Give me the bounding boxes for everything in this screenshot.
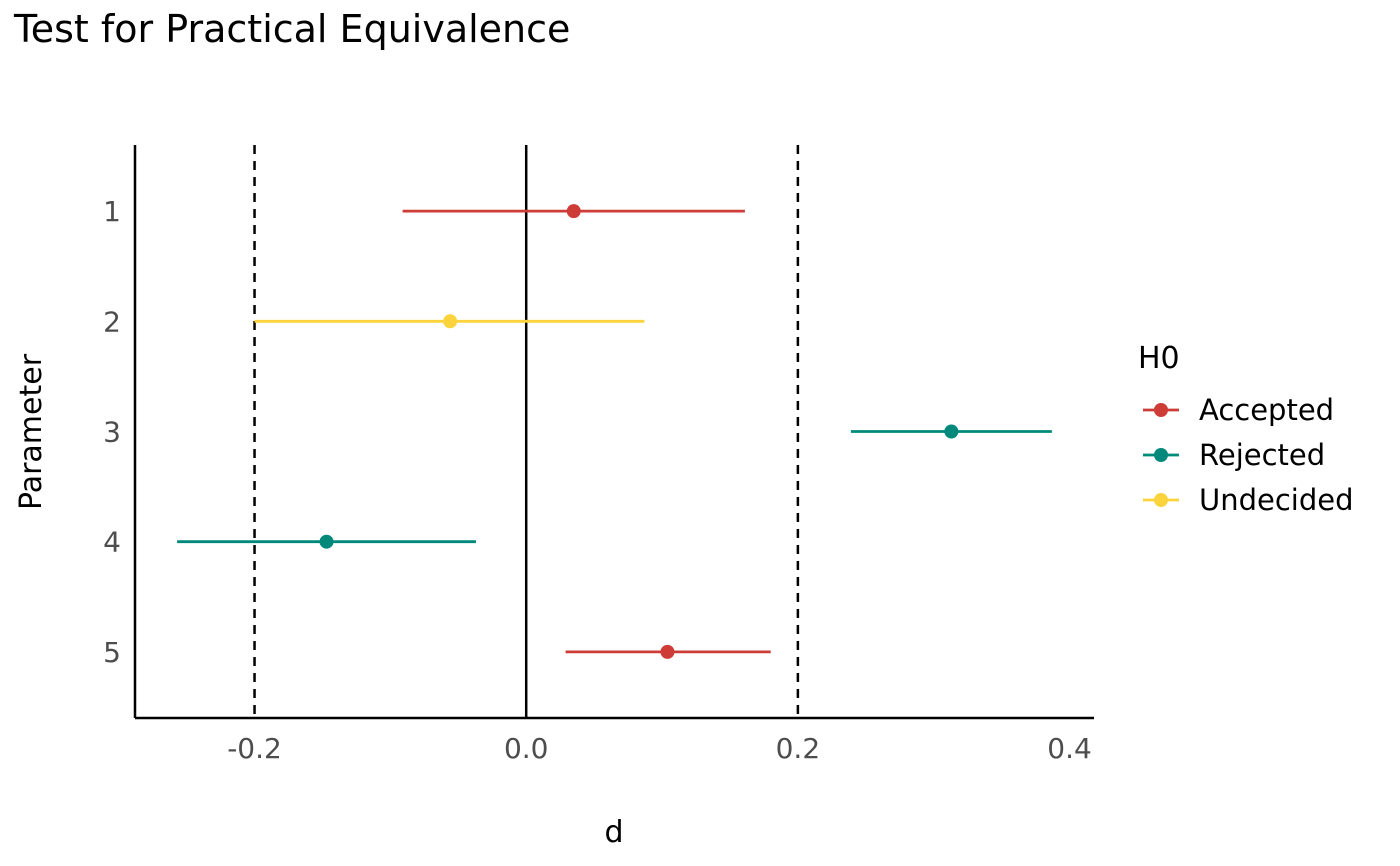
legend-item-label: Rejected: [1199, 438, 1325, 472]
y-tick-label: 2: [103, 305, 121, 338]
y-tick-label: 4: [103, 526, 121, 559]
x-tick-label: 0.4: [1047, 732, 1092, 765]
estimate-point: [566, 204, 581, 219]
estimate-point: [660, 644, 675, 659]
estimate-point: [319, 534, 334, 549]
x-axis-label: d: [604, 815, 623, 850]
x-tick-label: 0.0: [504, 732, 549, 765]
chart-title: Test for Practical Equivalence: [13, 7, 570, 51]
y-tick-label: 3: [103, 416, 121, 449]
legend-key-point: [1154, 493, 1168, 507]
y-axis-ticks: 1 2 3 4 5: [103, 195, 121, 669]
legend-item-label: Accepted: [1199, 393, 1334, 427]
x-axis-ticks: -0.2 0.0 0.2 0.4: [227, 732, 1092, 765]
estimate-point: [944, 424, 959, 439]
x-tick-label: 0.2: [776, 732, 821, 765]
interval-series: [177, 204, 1052, 659]
y-axis-label: Parameter: [14, 353, 49, 510]
legend-key-point: [1154, 403, 1168, 417]
y-tick-label: 5: [103, 636, 121, 669]
legend: H0 Accepted Rejected Undecided: [1138, 341, 1354, 517]
x-tick-label: -0.2: [227, 732, 282, 765]
legend-key-point: [1154, 448, 1168, 462]
estimate-point: [443, 314, 458, 329]
y-tick-label: 1: [103, 195, 121, 228]
legend-item-label: Undecided: [1199, 483, 1354, 517]
legend-title: H0: [1138, 341, 1180, 376]
